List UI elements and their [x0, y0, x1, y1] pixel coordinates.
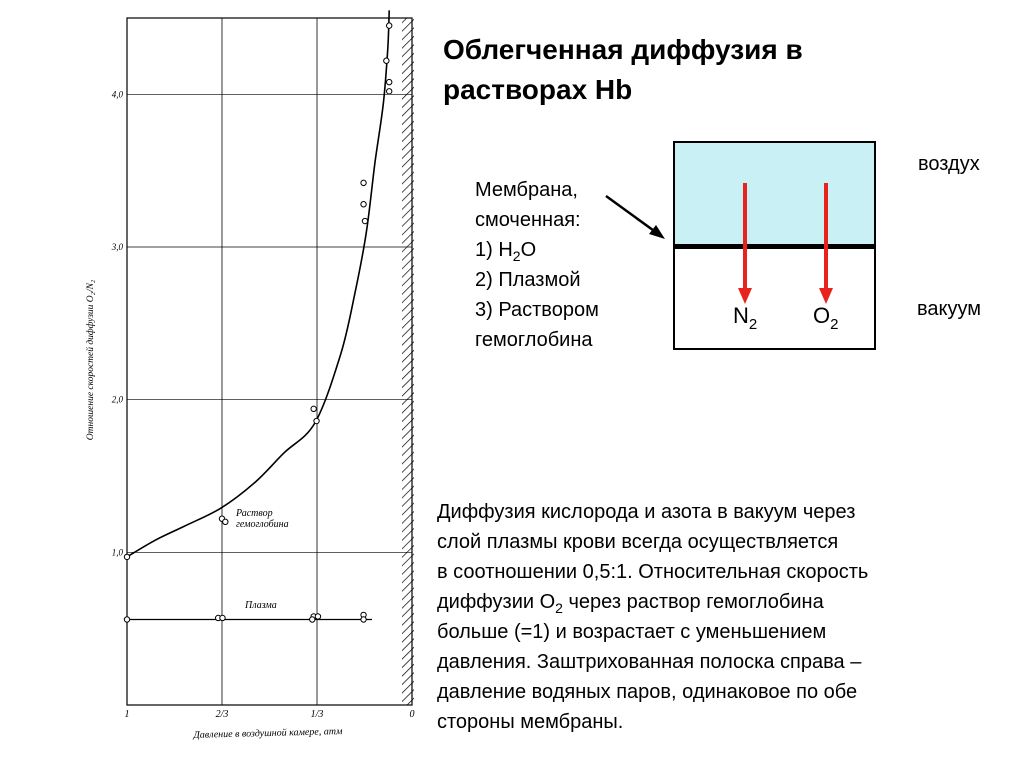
membrane-option-plasma: 2) Плазмой	[475, 269, 581, 291]
hemoglobin-data-point	[386, 78, 393, 86]
n2-arrow-head	[738, 288, 752, 304]
membrane-option-solution: 3) Раствором	[475, 299, 599, 321]
y-tick-labels: 1,0 2,0 3,0 4,0	[111, 89, 124, 557]
description-text: Диффузия кислорода и азота в вакуум чере…	[437, 497, 1007, 737]
option-water-subscript: 2	[512, 248, 521, 264]
hemoglobin-data-point	[123, 553, 131, 561]
membrane-option-water: 1) H2O	[475, 235, 599, 265]
hemoglobin-fitted-curve	[126, 10, 390, 558]
air-region	[675, 143, 874, 244]
description-line-4-suffix: через раствор гемоглобина	[562, 591, 824, 613]
hemoglobin-data-point	[313, 417, 320, 425]
description-line-8: стороны мембраны.	[437, 711, 624, 733]
slide-title: Облегченная диффузия в растворах Hb	[443, 34, 803, 105]
x-tick-labels: 1 2/3 1/3 0	[125, 709, 415, 720]
y-tick-label: 2,0	[112, 395, 124, 405]
description-line-7: давление водяных паров, одинаковое по об…	[437, 681, 858, 703]
air-label: воздух	[918, 153, 980, 175]
hemoglobin-data-point	[310, 405, 317, 413]
hemoglobin-data-point	[386, 22, 393, 29]
hemoglobin-data-point	[361, 217, 369, 225]
description-line-5: больше (=1) и возрастает с уменьшением	[437, 621, 827, 643]
chart-points	[123, 22, 393, 623]
description-line-2: слой плазмы крови всегда осуществляется	[437, 531, 839, 553]
x-tick-label: 0	[410, 709, 415, 720]
diffusion-ratio-chart: 1,0 2,0 3,0 4,0 1 2/3 1/3 0 Раствор гемоглобин…	[85, 10, 415, 741]
x-tick-label: 1/3	[311, 709, 324, 720]
membrane-legend: Мембрана, смоченная: 1) H2O 2) Плазмой 3…	[475, 175, 599, 355]
x-axis-label: Давление в воздушной камере, атм	[192, 726, 343, 741]
plasma-data-point	[360, 616, 367, 623]
hemoglobin-data-point	[383, 57, 390, 64]
o2-label-base: O	[813, 303, 831, 328]
o2-label: O2	[813, 303, 838, 332]
description-line-6: давления. Заштрихованная полоска справа …	[437, 651, 862, 673]
vapor-pressure-hatch	[402, 18, 414, 705]
x-tick-label: 2/3	[216, 709, 229, 720]
series-label-plasma: Плазма	[244, 600, 277, 611]
description-line-4: диффузии O2 через раствор гемоглобина	[437, 587, 1007, 617]
plasma-data-point	[309, 616, 316, 623]
plasma-data-point	[219, 614, 226, 622]
vacuum-label: вакуум	[917, 298, 982, 320]
option-water-suffix: O	[520, 239, 537, 261]
plasma-data-point	[123, 616, 131, 623]
option-water-prefix: 1) H	[475, 239, 513, 261]
y-tick-label: 3,0	[111, 242, 124, 252]
description-line-4-prefix: диффузии O	[437, 591, 556, 613]
membrane-label: Мембрана,	[475, 179, 578, 201]
membrane-wetted-label: смоченная:	[475, 209, 581, 231]
hemoglobin-data-point	[222, 518, 229, 525]
x-tick-label: 1	[125, 709, 130, 720]
hemoglobin-data-point	[386, 88, 393, 95]
diffusion-arrows	[738, 183, 833, 304]
y-tick-label: 4,0	[112, 89, 124, 99]
description-line-4-subscript: 2	[555, 600, 563, 616]
o2-arrow-head	[819, 288, 833, 304]
membrane-line	[675, 244, 874, 249]
n2-label-base: N	[733, 303, 749, 328]
o2-label-subscript: 2	[830, 316, 839, 333]
description-line-1: Диффузия кислорода и азота в вакуум чере…	[437, 501, 856, 523]
y-axis-label: Отношение скоростей диффузии O₂/N₂	[85, 279, 96, 440]
hemoglobin-data-point	[360, 179, 367, 187]
n2-label-subscript: 2	[748, 316, 758, 333]
hemoglobin-data-point	[360, 201, 367, 208]
plasma-data-point	[314, 613, 322, 620]
membrane-option-hemoglobin: гемоглобина	[475, 329, 593, 351]
series-label-hemoglobin: Раствор гемоглобина	[235, 508, 289, 530]
y-tick-label: 1,0	[112, 547, 124, 557]
n2-label: N2	[733, 303, 757, 332]
description-line-3: в соотношении 0,5:1. Относительная скоро…	[437, 561, 869, 583]
membrane-diagram: N2 O2	[673, 141, 876, 350]
